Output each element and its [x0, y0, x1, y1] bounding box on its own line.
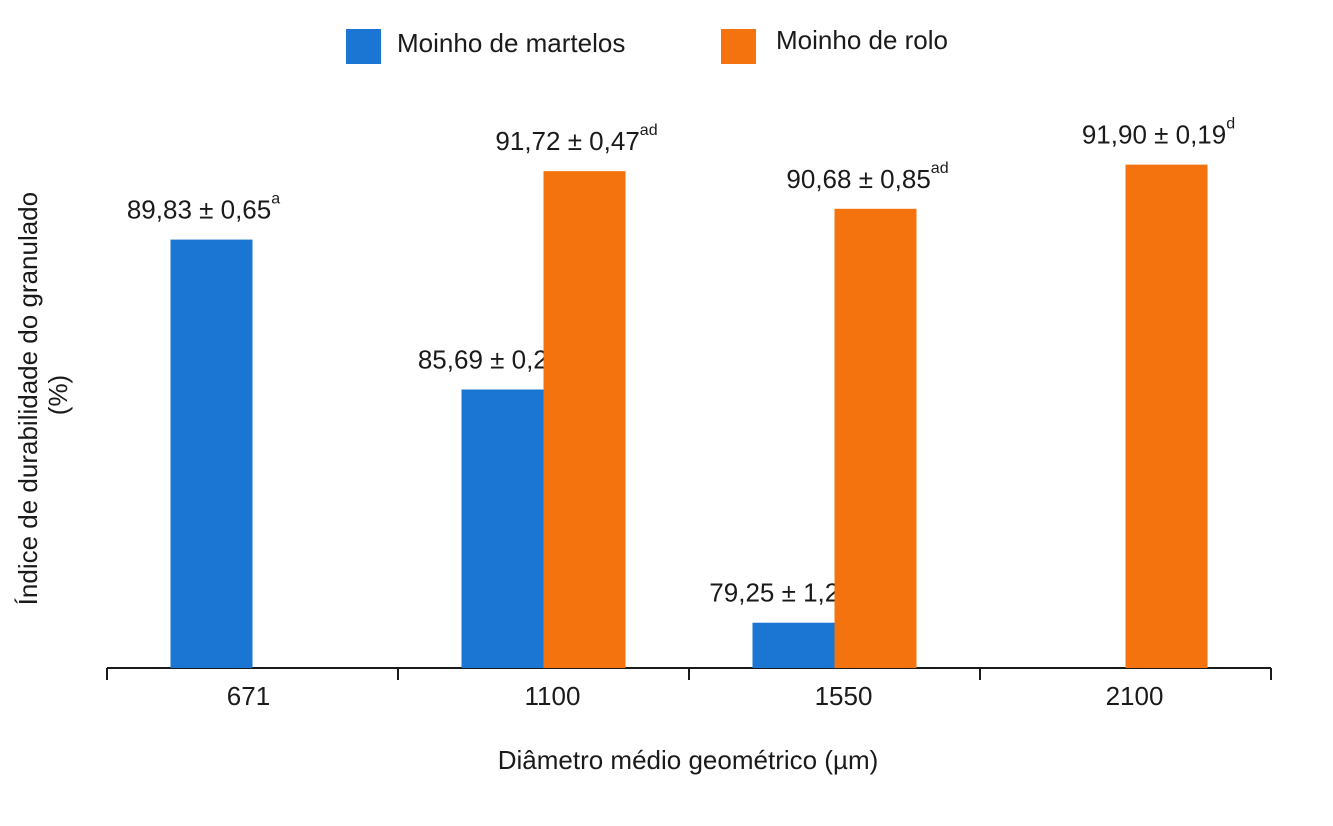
bar: [1125, 164, 1208, 668]
value-label-letter: d: [1226, 116, 1235, 133]
y-axis-title: Índice de durabilidade do granulado (%): [13, 185, 73, 606]
value-label-text: 90,68 ± 0,85: [786, 164, 930, 194]
bar: [461, 389, 544, 668]
x-tick-label: 671: [227, 681, 270, 711]
x-tick-label: 1100: [525, 681, 581, 711]
legend-swatch: [721, 29, 756, 64]
value-label: 89,83 ± 0,65a: [127, 191, 280, 225]
value-label: 91,90 ± 0,19d: [1082, 116, 1235, 150]
legend-label: Moinho de martelos: [397, 28, 625, 58]
bar: [752, 622, 835, 668]
legend-swatch: [346, 29, 381, 64]
value-label-text: 79,25 ± 1,27: [709, 578, 853, 608]
value-label: 90,68 ± 0,85ad: [786, 160, 948, 194]
value-label-letter: a: [271, 191, 280, 208]
value-label-text: 91,72 ± 0,47: [495, 126, 639, 156]
y-axis-title-line: Índice de durabilidade do granulado: [13, 192, 43, 605]
value-label-text: 85,69 ± 0,27: [418, 344, 562, 374]
x-tick-label: 1550: [815, 681, 873, 711]
bar: [543, 171, 626, 668]
value-label-letter: ad: [931, 160, 949, 177]
legend-label: Moinho de rolo: [776, 25, 948, 55]
value-label-letter: ad: [640, 122, 658, 139]
bar: [834, 208, 917, 668]
value-label-text: 89,83 ± 0,65: [127, 194, 271, 224]
y-axis-title-line: (%): [43, 375, 73, 415]
x-axis-title: Diâmetro médio geométrico (µm): [498, 745, 879, 775]
x-tick-label: 2100: [1106, 681, 1164, 711]
value-label-text: 91,90 ± 0,19: [1082, 119, 1226, 149]
value-label: 91,72 ± 0,47ad: [495, 122, 657, 156]
bar: [170, 239, 253, 668]
value-label: 85,69 ± 0,27b: [418, 341, 571, 375]
